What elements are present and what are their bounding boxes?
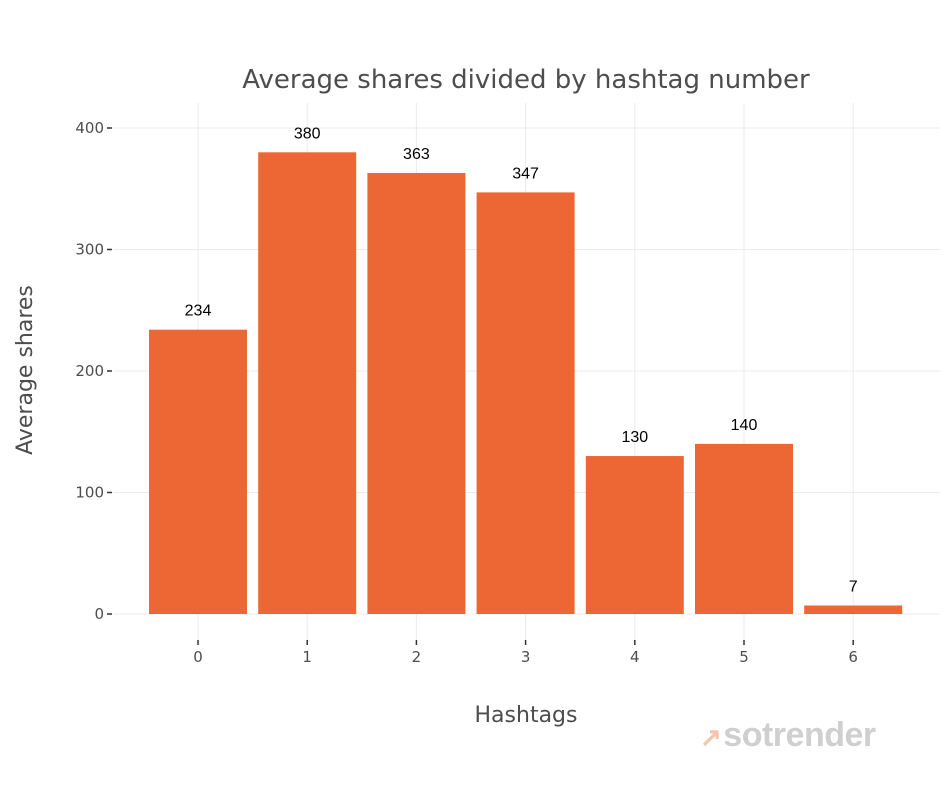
- x-tick-label: 1: [302, 648, 312, 666]
- x-tick-label: 5: [739, 648, 749, 666]
- data-label: 140: [731, 417, 758, 434]
- x-tick-label: 3: [521, 648, 531, 666]
- data-label: 363: [403, 146, 430, 163]
- bar: [804, 605, 903, 614]
- bar: [476, 192, 575, 614]
- bar: [367, 172, 466, 614]
- bar: [695, 443, 793, 614]
- data-label: 347: [512, 165, 539, 182]
- y-axis-title: Average shares: [13, 285, 38, 455]
- data-label: 130: [621, 429, 648, 446]
- data-label: 234: [185, 303, 212, 320]
- data-labels: 234 380 363 347 130 140 7: [185, 125, 858, 595]
- data-label: 7: [849, 578, 858, 595]
- y-tick-label: 100: [75, 484, 104, 502]
- bar: [258, 152, 357, 615]
- x-tick-label: 2: [412, 648, 422, 666]
- bar: [149, 329, 247, 614]
- sotrender-logo: ↗sotrender: [700, 716, 876, 755]
- y-tick-label: 300: [75, 241, 104, 259]
- y-tick-label: 0: [94, 605, 104, 623]
- chart-title: Average shares divided by hashtag number: [242, 65, 810, 95]
- x-axis-title: Hashtags: [475, 703, 578, 728]
- x-tick-label: 4: [630, 648, 640, 666]
- bars: [149, 152, 903, 615]
- x-tick-label: 6: [848, 648, 858, 666]
- trend-arrow-icon: ↗: [700, 722, 722, 752]
- x-tick-label: 0: [193, 648, 203, 666]
- y-tick-label: 400: [75, 119, 104, 137]
- data-label: 380: [294, 125, 321, 142]
- logo-text: sotrender: [723, 716, 876, 754]
- y-tick-label: 200: [75, 362, 104, 380]
- bar: [585, 456, 684, 614]
